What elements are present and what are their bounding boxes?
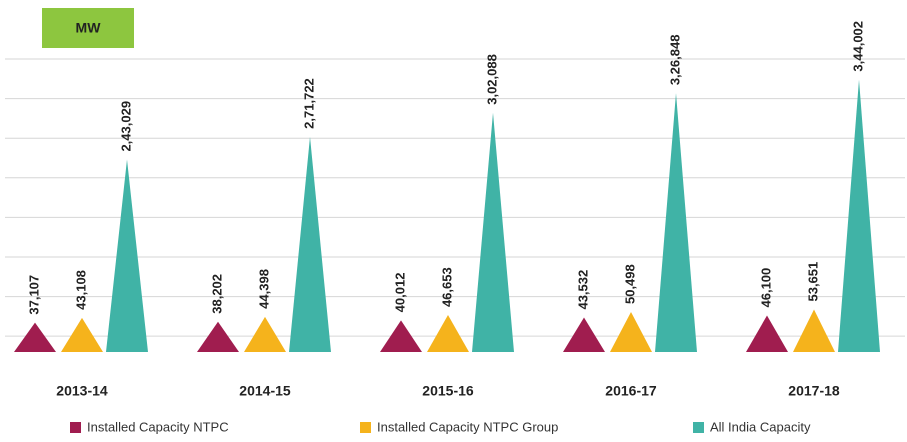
bar [472,112,514,352]
data-label: 3,02,088 [484,54,499,105]
x-tick-label: 2016-17 [605,383,657,399]
bar [655,93,697,352]
legend-swatch [360,422,371,433]
x-tick-label: 2015-16 [422,383,474,399]
legend-label: Installed Capacity NTPC Group [377,419,558,434]
bar [61,317,103,352]
data-label: 46,100 [758,268,773,308]
data-label: 2,43,029 [118,101,133,152]
bar [14,322,56,352]
data-label: 44,398 [256,269,271,309]
bar [106,159,148,352]
x-tick-label: 2017-18 [788,383,840,399]
legend-label: All India Capacity [710,419,811,434]
data-label: 40,012 [392,273,407,313]
data-label: 37,107 [26,275,41,315]
bar [244,316,286,352]
data-label: 50,498 [622,264,637,304]
legend-swatch [70,422,81,433]
data-label: 43,108 [73,270,88,310]
bar [793,309,835,352]
legend-label: Installed Capacity NTPC [87,419,229,434]
data-label: 46,653 [439,267,454,307]
bar [197,321,239,352]
x-tick-label: 2013-14 [56,383,108,399]
x-tick-label: 2014-15 [239,383,291,399]
data-label: 38,202 [209,274,224,314]
bar [746,315,788,352]
data-label: 3,44,002 [850,21,865,72]
unit-badge [42,8,134,48]
data-label: 2,71,722 [301,78,316,129]
bar [427,315,469,352]
data-label: 53,651 [805,262,820,302]
bar [610,312,652,352]
legend-swatch [693,422,704,433]
bar [380,320,422,352]
data-label: 43,532 [575,270,590,310]
bar [289,136,331,352]
bar [838,79,880,352]
bar [563,317,605,352]
unit-label: MW [76,20,102,36]
data-label: 3,26,848 [667,35,682,86]
